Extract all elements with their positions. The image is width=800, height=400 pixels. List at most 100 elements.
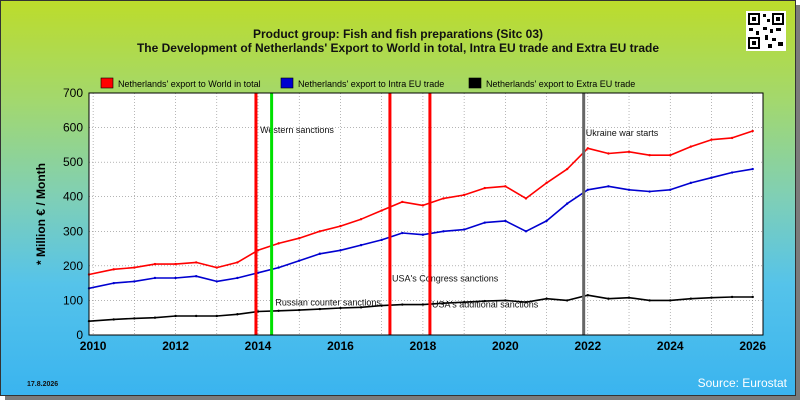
data-point	[194, 314, 198, 318]
data-point	[586, 147, 590, 150]
event-label: USA's Congress sanctions	[392, 273, 499, 283]
legend-swatch	[100, 77, 114, 89]
data-point	[298, 308, 301, 312]
date-label: 17.8.2026	[27, 381, 59, 388]
data-point	[710, 296, 713, 299]
x-tick-label: 2020	[492, 339, 519, 353]
data-point	[215, 314, 218, 318]
data-point	[545, 219, 548, 223]
data-point	[236, 276, 239, 280]
data-point	[504, 219, 507, 223]
data-point	[751, 295, 754, 299]
data-point	[586, 188, 590, 191]
data-point	[359, 217, 363, 221]
chart-subtitle: The Development of Netherlands' Export t…	[136, 41, 660, 55]
data-point	[133, 317, 136, 320]
y-tick-label: 700	[63, 86, 83, 100]
data-point	[421, 204, 425, 207]
data-point	[277, 242, 280, 245]
data-point	[524, 230, 528, 233]
event-label: USA's additional sanctions	[432, 299, 539, 309]
plot-border	[88, 92, 764, 336]
data-point	[689, 297, 693, 300]
legend-label: Netherlands' export to World in total	[118, 79, 261, 89]
data-point	[669, 188, 672, 191]
y-tick-label: 500	[63, 155, 83, 169]
data-point	[339, 249, 342, 252]
data-point	[194, 261, 198, 264]
y-tick-label: 300	[63, 224, 83, 238]
legend-label: Netherlands' export to Intra EU trade	[298, 79, 444, 89]
y-tick-label: 200	[63, 259, 83, 273]
data-point	[483, 299, 486, 303]
x-tick-label: 2016	[327, 339, 354, 353]
data-point	[524, 197, 528, 200]
x-tick-label: 2022	[574, 339, 601, 353]
data-point	[648, 299, 651, 302]
data-point	[153, 262, 157, 266]
data-point	[730, 171, 734, 174]
event-label: Russian counter sanctions	[275, 298, 381, 308]
data-point	[339, 306, 342, 310]
data-point	[504, 185, 507, 188]
data-point	[421, 303, 425, 306]
data-point	[751, 129, 754, 133]
plot-area	[89, 93, 763, 335]
data-point	[298, 259, 301, 262]
data-point	[648, 154, 651, 157]
series-group	[87, 129, 754, 323]
data-point	[421, 233, 425, 236]
data-point	[689, 181, 693, 185]
line-chart: Netherlands' export to World in total Net…	[34, 77, 766, 353]
data-point	[359, 306, 363, 309]
data-point	[648, 190, 651, 193]
data-point	[112, 268, 115, 271]
data-point	[669, 299, 672, 302]
data-point	[730, 295, 734, 299]
data-point	[545, 297, 548, 300]
data-point	[277, 309, 280, 312]
data-point	[401, 231, 404, 235]
x-tick-label: 2014	[245, 339, 272, 353]
data-point	[565, 202, 569, 205]
data-point	[442, 197, 445, 200]
data-point	[689, 145, 693, 148]
data-point	[153, 276, 157, 280]
data-point	[462, 300, 466, 304]
qr-code-icon	[746, 11, 786, 51]
legend-swatch	[280, 77, 294, 89]
data-point	[380, 304, 383, 307]
axis-ticks: 0 100 200 300 400 500 600 700 2010 2012 2014 2016 20…	[63, 86, 766, 353]
data-point	[236, 261, 239, 264]
data-point	[462, 193, 466, 197]
x-tick-label: 2018	[410, 339, 437, 353]
data-point	[710, 138, 713, 141]
y-tick-label: 0	[76, 328, 83, 342]
x-tick-label: 2024	[657, 339, 684, 353]
y-axis-label: * Million € / Month	[34, 163, 48, 265]
data-point	[339, 224, 342, 228]
data-point	[380, 238, 383, 242]
data-point	[607, 297, 610, 300]
data-point	[112, 281, 115, 285]
data-point	[359, 243, 363, 247]
data-point	[710, 176, 713, 179]
data-point	[174, 262, 177, 266]
data-point	[277, 266, 280, 269]
data-point	[627, 150, 631, 153]
data-point	[174, 276, 177, 280]
data-point	[318, 230, 322, 233]
data-point	[524, 300, 528, 304]
data-point	[174, 314, 177, 318]
data-point	[504, 299, 507, 302]
legend: Netherlands' export to World in total Net…	[100, 77, 635, 89]
y-tick-label: 100	[63, 293, 83, 307]
data-point	[730, 136, 734, 140]
data-point	[442, 301, 445, 305]
data-point	[607, 152, 610, 155]
y-tick-label: 400	[63, 190, 83, 204]
legend-swatch	[468, 77, 482, 89]
data-point	[318, 307, 322, 311]
data-point	[401, 200, 404, 204]
